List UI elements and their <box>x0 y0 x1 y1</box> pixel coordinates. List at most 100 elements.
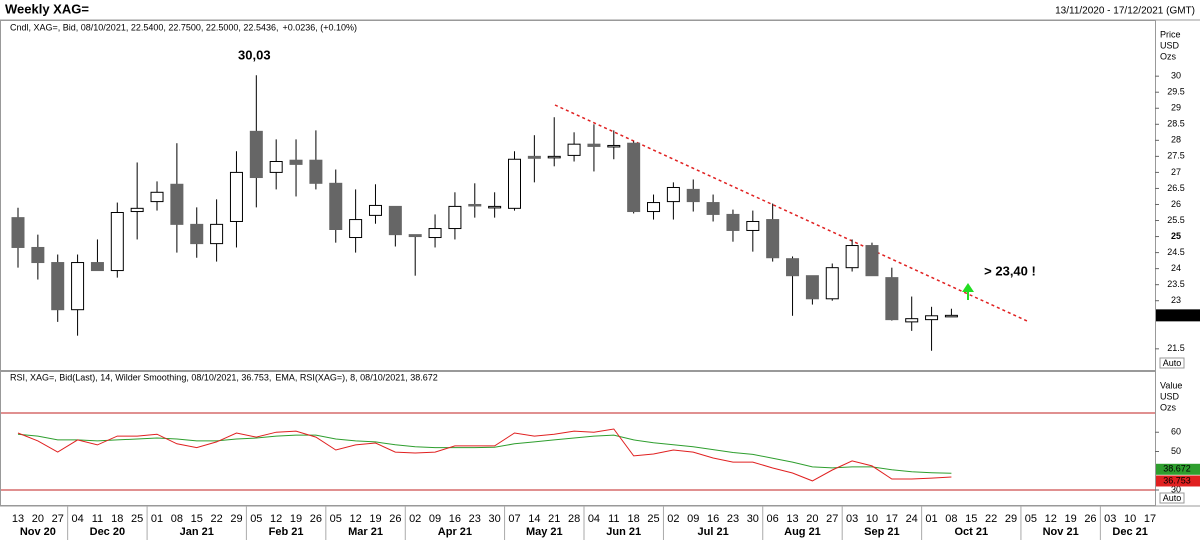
x-tick-label: 26 <box>1084 513 1096 525</box>
x-tick-label: 25 <box>647 513 659 525</box>
candle-body <box>90 262 104 272</box>
candle-body <box>448 205 462 230</box>
x-tick-label: 30 <box>747 513 759 525</box>
axis-label: Ozs <box>1160 51 1177 61</box>
x-tick-label: 20 <box>32 513 44 525</box>
candle-body <box>746 220 760 231</box>
x-tick-label: 29 <box>230 513 242 525</box>
candle-body <box>210 223 224 245</box>
candle-body <box>309 159 323 184</box>
month-label: Nov 20 <box>20 526 56 538</box>
x-tick-label: 08 <box>945 513 957 525</box>
axis-label: Ozs <box>1160 402 1177 412</box>
candle-body <box>527 155 541 159</box>
y-tick-label: 50 <box>1171 446 1181 456</box>
candle-body <box>249 130 263 179</box>
candle-body <box>587 143 601 147</box>
x-tick-label: 16 <box>707 513 719 525</box>
legend-change: +0.0236, (+0.10%) <box>282 22 357 32</box>
x-tick-label: 19 <box>290 513 302 525</box>
month-label: Mar 21 <box>348 526 383 538</box>
x-tick-label: 01 <box>151 513 163 525</box>
y-tick-label: 24.5 <box>1167 247 1185 257</box>
y-tick-label: 30 <box>1171 71 1181 81</box>
x-tick-label: 10 <box>866 513 878 525</box>
x-tick-label: 26 <box>310 513 322 525</box>
x-tick-label: 15 <box>965 513 977 525</box>
x-tick-label: 04 <box>71 513 83 525</box>
x-tick-label: 05 <box>1025 513 1037 525</box>
x-tick-label: 11 <box>608 513 619 525</box>
candle-body <box>329 182 343 231</box>
y-tick-label: 27 <box>1171 167 1181 177</box>
month-label: Sep 21 <box>864 526 899 538</box>
candle-body <box>865 245 879 277</box>
x-tick-label: 29 <box>1005 513 1017 525</box>
month-label: Apr 21 <box>438 526 472 538</box>
x-tick-label: 12 <box>1045 513 1057 525</box>
up-arrow <box>962 283 974 300</box>
axis-label: USD <box>1160 40 1180 50</box>
x-tick-label: 23 <box>727 513 739 525</box>
y-tick-label: 27.5 <box>1167 151 1185 161</box>
x-tick-label: 09 <box>687 513 699 525</box>
candle-body <box>845 245 859 269</box>
auto-button[interactable] <box>1159 492 1185 504</box>
auto-button-label: Auto <box>1163 358 1182 368</box>
auto-button-label: Auto <box>1163 493 1182 503</box>
series-line <box>17 433 952 474</box>
x-tick-label: 20 <box>806 513 818 525</box>
x-tick-label: 04 <box>588 513 600 525</box>
x-tick-label: 19 <box>369 513 381 525</box>
month-label: Dec 20 <box>90 526 125 538</box>
x-tick-label: 02 <box>667 513 679 525</box>
candle-body <box>885 277 899 321</box>
x-tick-label: 12 <box>270 513 282 525</box>
candle-body <box>786 258 800 277</box>
candle-body <box>488 205 502 209</box>
date-range: 13/11/2020 - 17/12/2021 (GMT) <box>1055 6 1195 17</box>
month-label: Feb 21 <box>269 526 304 538</box>
y-tick-label: 21.5 <box>1167 343 1185 353</box>
candle-body <box>289 159 303 165</box>
candle-body <box>627 142 641 213</box>
x-tick-label: 14 <box>528 513 540 525</box>
x-tick-label: 13 <box>786 513 798 525</box>
axis-label: Value <box>1160 380 1182 390</box>
month-label: Jan 21 <box>180 526 214 538</box>
value-box <box>1156 475 1200 487</box>
axis-label: Price <box>1160 29 1181 39</box>
x-tick-label: 28 <box>568 513 580 525</box>
legend: Cndl, XAG=, Bid, 08/10/2021, 22.5400, 22… <box>10 22 278 32</box>
candle-body <box>547 155 561 159</box>
candle-body <box>408 234 422 238</box>
y-tick-label: 23 <box>1171 295 1181 305</box>
x-tick-label: 22 <box>210 513 222 525</box>
trendline <box>554 104 1028 322</box>
x-tick-label: 01 <box>925 513 937 525</box>
x-tick-label: 05 <box>250 513 262 525</box>
candle-body <box>71 262 85 311</box>
y-tick-label: 60 <box>1171 427 1181 437</box>
x-tick-label: 07 <box>508 513 520 525</box>
candle-body <box>468 203 482 207</box>
last-price-label: 22.5436 <box>1161 310 1194 320</box>
x-tick-label: 23 <box>469 513 481 525</box>
y-tick-label: 26 <box>1171 199 1181 209</box>
candle-body <box>825 267 839 300</box>
x-tick-label: 19 <box>1064 513 1076 525</box>
auto-button[interactable] <box>1159 357 1185 369</box>
x-tick-label: 17 <box>1144 513 1156 525</box>
x-tick-label: 27 <box>826 513 838 525</box>
legend: RSI, XAG=, Bid(Last), 14, Wilder Smoothi… <box>10 372 271 382</box>
candle-body <box>706 202 720 215</box>
candle-body <box>567 143 581 156</box>
y-tick-label: 26.5 <box>1167 183 1185 193</box>
x-tick-label: 05 <box>330 513 342 525</box>
x-tick-label: 18 <box>111 513 123 525</box>
candle-body <box>766 219 780 259</box>
candle-body <box>905 318 919 323</box>
x-tick-label: 12 <box>349 513 361 525</box>
y-tick-label: 29 <box>1171 103 1181 113</box>
